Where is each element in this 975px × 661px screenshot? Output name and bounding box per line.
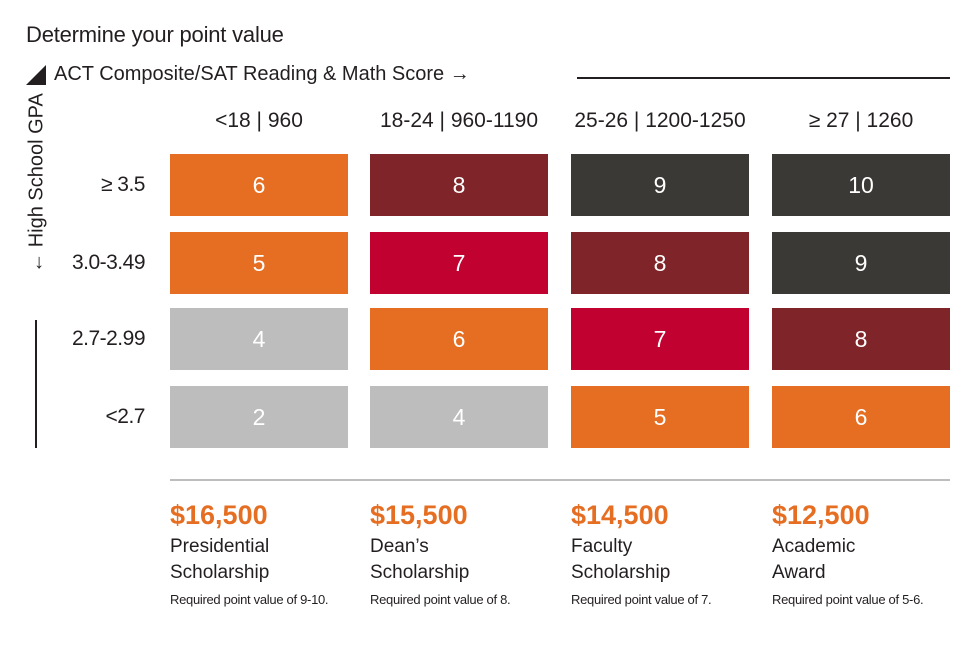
column-header: 18-24 | 960-1190 [379,109,539,132]
x-axis-label: ACT Composite/SAT Reading & Math Score → [54,63,470,85]
chart-title: Determine your point value [26,22,284,47]
y-axis-rule [35,320,37,448]
cell-gpa3-score4: 8 [772,308,950,370]
cell-gpa1-score4: 10 [772,154,950,216]
award-amount: $14,500 [571,500,669,530]
award-name-line2: Scholarship [170,562,270,583]
cell-gpa4-score3: 5 [571,386,749,448]
award-name-line1: Dean’s [370,536,429,557]
award-name-line1: Academic [772,536,856,557]
corner-triangle-icon [26,64,46,85]
x-axis-rule [577,77,950,79]
cell-gpa4-score1: 2 [170,386,348,448]
award-requirement: Required point value of 9-10. [170,592,329,607]
y-axis-label: ← High School GPA [25,93,48,273]
award-name-line1: Presidential [170,536,270,557]
cell-gpa3-score3: 7 [571,308,749,370]
y-axis-header: ← High School GPA [22,88,52,278]
award-name-line2: Scholarship [571,562,671,583]
section-divider [170,479,950,481]
award-academic: $12,500 Academic Award Required point va… [772,498,962,608]
cell-gpa4-score2: 4 [370,386,548,448]
award-deans: $15,500 Dean’s Scholarship Required poin… [370,498,560,608]
row-header: 2.7-2.99 [71,327,146,350]
award-requirement: Required point value of 8. [370,592,511,607]
award-amount: $15,500 [370,500,468,530]
cell-gpa2-score3: 8 [571,232,749,294]
row-header: ≥ 3.5 [100,173,146,196]
award-requirement: Required point value of 5-6. [772,592,924,607]
cell-gpa1-score2: 8 [370,154,548,216]
award-presidential: $16,500 Presidential Scholarship Require… [170,498,360,608]
award-name-line1: Faculty [571,536,633,557]
award-amount: $16,500 [170,500,268,530]
cell-gpa1-score1: 6 [170,154,348,216]
cell-gpa3-score1: 4 [170,308,348,370]
award-name-line2: Scholarship [370,562,470,583]
row-header: <2.7 [105,405,146,428]
column-header: <18 | 960 [215,109,303,132]
column-header: 25-26 | 1200-1250 [574,109,746,132]
award-amount: $12,500 [772,500,870,530]
x-axis-header: ACT Composite/SAT Reading & Math Score → [26,63,470,86]
cell-gpa3-score2: 6 [370,308,548,370]
cell-gpa2-score1: 5 [170,232,348,294]
column-header: ≥ 27 | 1260 [808,109,914,132]
cell-gpa2-score4: 9 [772,232,950,294]
award-faculty: $14,500 Faculty Scholarship Required poi… [571,498,761,608]
cell-gpa4-score4: 6 [772,386,950,448]
award-requirement: Required point value of 7. [571,592,712,607]
cell-gpa2-score2: 7 [370,232,548,294]
award-name-line2: Award [772,562,826,583]
row-header: 3.0-3.49 [71,251,146,274]
cell-gpa1-score3: 9 [571,154,749,216]
